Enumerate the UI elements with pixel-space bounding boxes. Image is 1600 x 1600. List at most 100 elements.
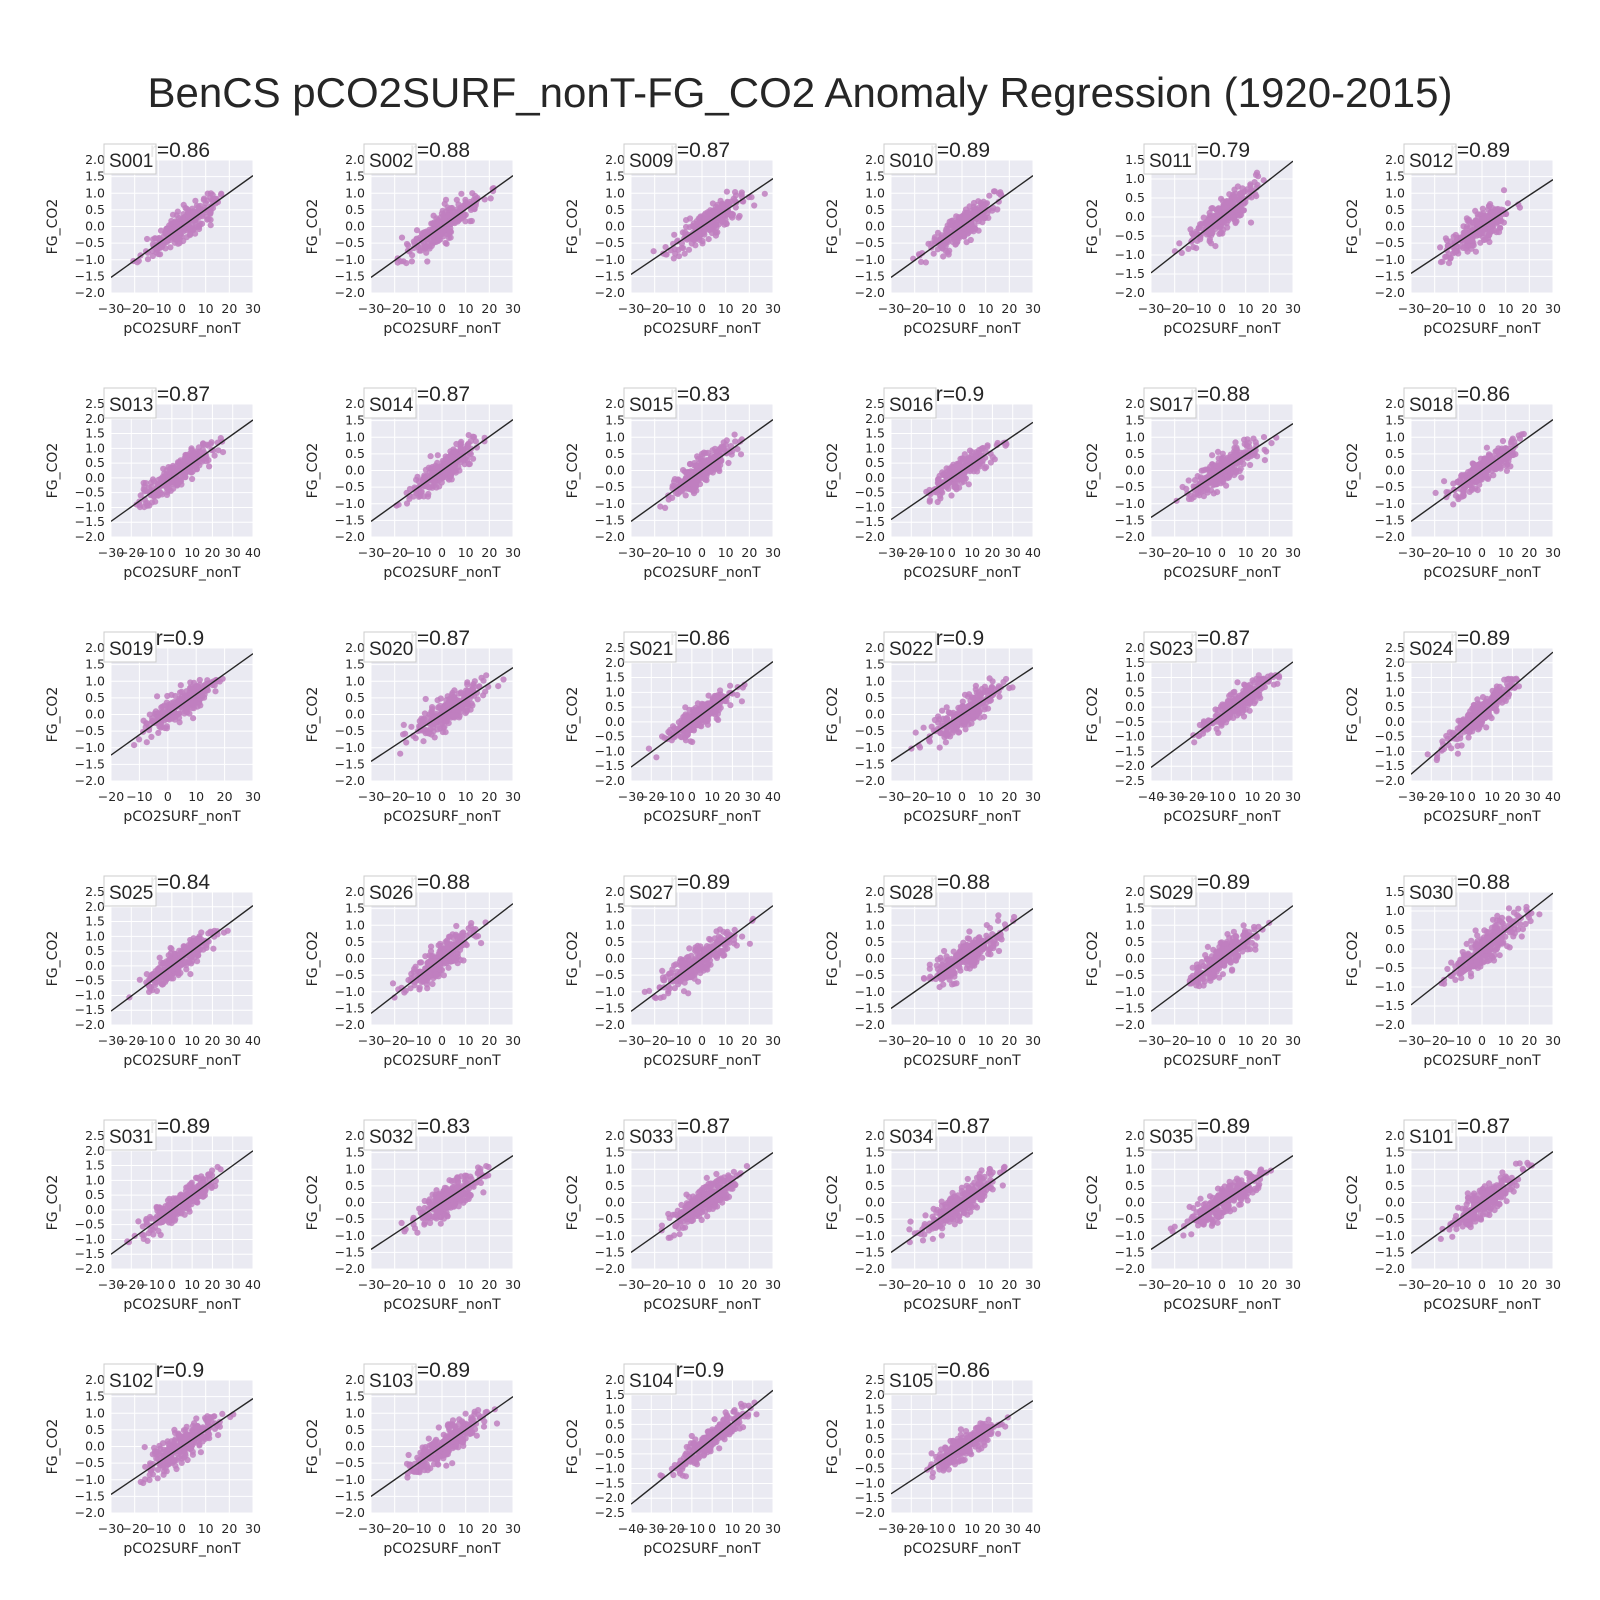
data-point bbox=[1437, 259, 1445, 266]
data-point bbox=[462, 196, 469, 203]
x-tick-label: 10 bbox=[978, 301, 994, 316]
data-point bbox=[1470, 461, 1477, 468]
x-tick-label: 10 bbox=[1238, 301, 1254, 316]
data-point bbox=[934, 480, 942, 487]
regression-line bbox=[371, 175, 513, 278]
data-point bbox=[1214, 448, 1222, 455]
x-tick-label: 40 bbox=[765, 789, 781, 804]
data-point bbox=[965, 481, 972, 488]
y-tick-label: 0.5 bbox=[85, 455, 105, 470]
data-point bbox=[1195, 225, 1202, 232]
x-axis-label: pCO2SURF_nonT bbox=[903, 809, 1021, 825]
y-tick-label: 0.0 bbox=[1125, 209, 1145, 224]
data-point bbox=[163, 699, 170, 706]
station-id: S020 bbox=[369, 639, 413, 660]
y-axis-label: FG_CO2 bbox=[565, 687, 581, 743]
x-tick-label: 30 bbox=[1285, 545, 1301, 560]
panel-r-value: r=0.88 bbox=[1190, 383, 1250, 406]
station-label-box bbox=[103, 143, 157, 175]
data-point bbox=[732, 438, 739, 445]
data-point bbox=[415, 478, 422, 485]
y-tick-label: 0.0 bbox=[85, 219, 105, 234]
regression-line bbox=[1411, 179, 1553, 274]
data-point bbox=[473, 689, 480, 697]
data-point bbox=[1470, 219, 1478, 226]
data-point bbox=[1268, 440, 1275, 447]
x-tick-label: −10 bbox=[665, 301, 691, 316]
station-id: S011 bbox=[1149, 151, 1192, 172]
data-point bbox=[1200, 487, 1207, 494]
data-point bbox=[1500, 187, 1508, 194]
data-point bbox=[738, 698, 746, 705]
x-tick-label: −20 bbox=[901, 301, 927, 316]
y-tick-label: 0.5 bbox=[345, 690, 365, 705]
data-point bbox=[471, 678, 478, 685]
y-tick-label: 1.0 bbox=[85, 440, 105, 455]
data-point bbox=[918, 258, 925, 265]
x-tick-label: −20 bbox=[98, 789, 124, 804]
data-point bbox=[657, 503, 664, 510]
data-point bbox=[1455, 479, 1462, 486]
x-tick-label: 0 bbox=[1478, 545, 1486, 560]
data-point bbox=[148, 733, 155, 741]
data-point bbox=[175, 699, 182, 706]
data-point bbox=[1497, 225, 1504, 232]
data-point bbox=[193, 458, 200, 465]
data-point bbox=[483, 672, 490, 679]
panel-r-value: r=0.89 bbox=[1450, 139, 1510, 162]
data-point bbox=[1222, 199, 1229, 207]
data-point bbox=[182, 708, 189, 715]
data-point bbox=[434, 452, 441, 459]
data-point bbox=[447, 234, 454, 241]
data-point bbox=[427, 453, 434, 460]
data-point bbox=[414, 473, 421, 480]
data-point bbox=[424, 493, 432, 500]
data-point bbox=[1210, 490, 1217, 497]
data-point bbox=[974, 692, 981, 700]
y-tick-label: 0.0 bbox=[605, 714, 625, 729]
data-point bbox=[165, 464, 172, 471]
x-tick-label: 30 bbox=[505, 301, 521, 316]
data-point bbox=[727, 682, 734, 689]
x-tick-label: 20 bbox=[1261, 545, 1277, 560]
y-tick-label: −0.5 bbox=[855, 235, 885, 250]
y-tick-label: 1.5 bbox=[605, 670, 625, 685]
y-tick-label: −1.0 bbox=[1375, 252, 1405, 267]
y-axis-label: FG_CO2 bbox=[565, 199, 581, 255]
data-point bbox=[437, 695, 444, 702]
data-point bbox=[133, 501, 140, 508]
data-point bbox=[418, 715, 425, 722]
data-point bbox=[149, 252, 156, 260]
data-point bbox=[982, 448, 989, 455]
data-point bbox=[442, 469, 449, 476]
x-tick-label: 30 bbox=[245, 301, 261, 316]
y-tick-label: 1.0 bbox=[345, 185, 365, 200]
data-point bbox=[163, 723, 170, 730]
x-tick-label: −30 bbox=[1398, 545, 1424, 560]
data-point bbox=[968, 449, 976, 456]
data-point bbox=[732, 189, 739, 196]
regression-line bbox=[371, 419, 513, 522]
x-tick-label: 10 bbox=[198, 301, 214, 316]
data-point bbox=[916, 252, 923, 259]
y-tick-label: 1.5 bbox=[865, 169, 885, 184]
y-tick-label: 0.0 bbox=[865, 219, 885, 234]
panel-r-value: r=0.87 bbox=[410, 383, 470, 406]
data-point bbox=[1241, 441, 1248, 448]
data-point bbox=[403, 240, 411, 248]
y-axis-label: FG_CO2 bbox=[565, 443, 581, 499]
panel-r-value: r=0.83 bbox=[670, 383, 730, 406]
data-point bbox=[456, 467, 463, 474]
panel-s021: −30−20−10 0 10 20 30 40−2.0−1.5−1.0−0.50.00.5… bbox=[565, 627, 781, 825]
x-tick-label: 20 bbox=[984, 545, 1000, 560]
y-tick-label: −2.0 bbox=[335, 285, 365, 300]
y-tick-label: −1.0 bbox=[855, 252, 885, 267]
data-point bbox=[687, 714, 694, 721]
y-tick-label: −1.5 bbox=[855, 514, 885, 529]
data-point bbox=[693, 467, 700, 474]
y-tick-label: −0.5 bbox=[855, 485, 885, 500]
y-tick-label: 0.0 bbox=[1125, 463, 1145, 478]
x-tick-label: −10 bbox=[658, 789, 684, 804]
data-point bbox=[206, 463, 213, 470]
data-point bbox=[694, 700, 702, 707]
